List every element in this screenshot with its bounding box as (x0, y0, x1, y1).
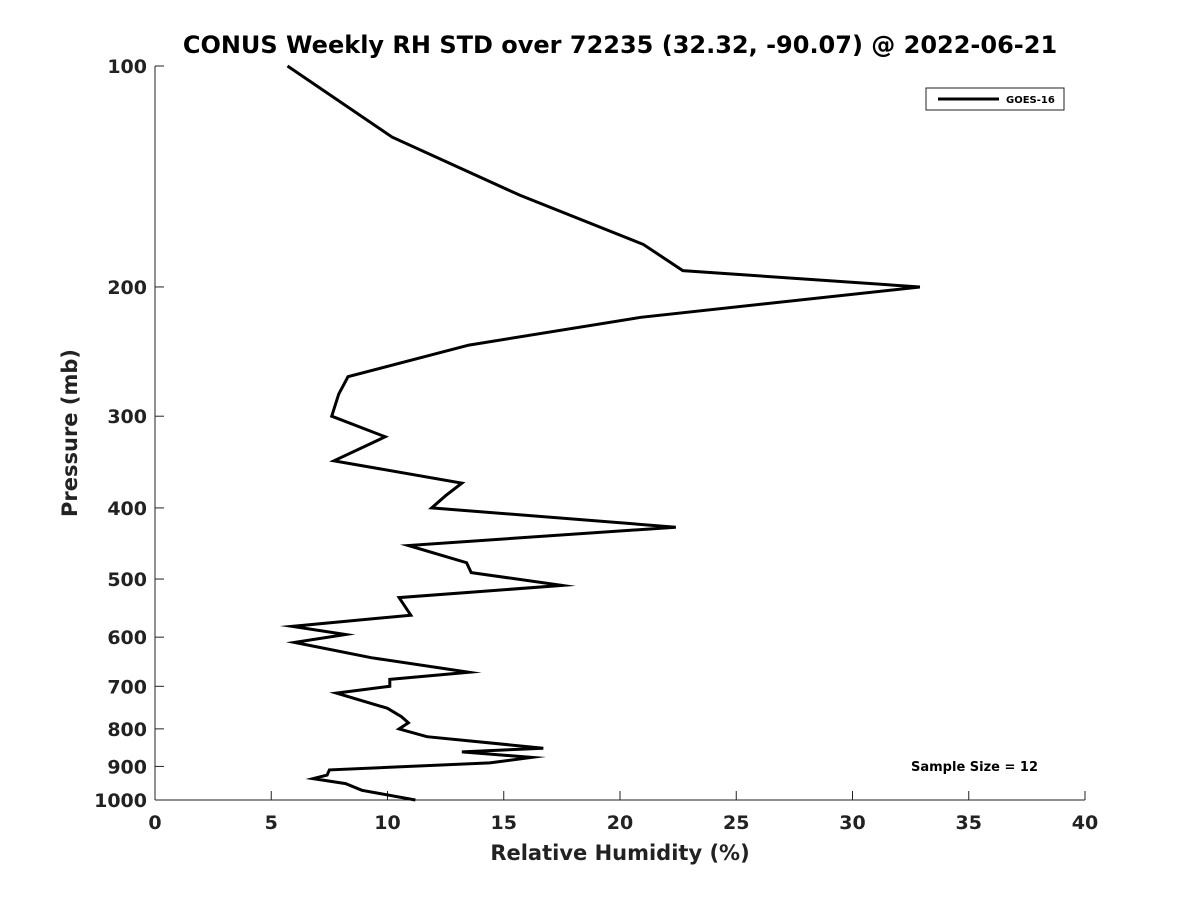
y-tick-label: 200 (107, 277, 147, 299)
x-tick-label: 5 (265, 812, 278, 834)
sample-size-annotation: Sample Size = 12 (911, 760, 1038, 775)
x-tick-label: 30 (839, 812, 865, 834)
y-tick-label: 700 (107, 676, 147, 698)
y-ticks: 100 200 300 400 500 600 700 800 900 1000 (94, 56, 164, 812)
series-group (279, 64, 921, 802)
x-ticks: 0 5 10 15 20 25 30 35 40 (148, 791, 1098, 834)
y-axis-label: Pressure (mb) (58, 349, 82, 517)
x-tick-label: 35 (956, 812, 982, 834)
x-tick-label: 0 (148, 812, 161, 834)
x-tick-label: 25 (723, 812, 749, 834)
x-axis-label: Relative Humidity (%) (490, 841, 749, 865)
y-tick-label: 400 (107, 498, 147, 520)
y-tick-label: 600 (107, 627, 147, 649)
y-tick-label: 1000 (94, 790, 147, 812)
y-tick-label: 100 (107, 56, 147, 78)
x-tick-label: 10 (374, 812, 400, 834)
y-tick-label: 300 (107, 406, 147, 428)
x-tick-label: 40 (1072, 812, 1098, 834)
y-tick-label: 500 (107, 569, 147, 591)
chart-title: CONUS Weekly RH STD over 72235 (32.32, -… (183, 31, 1057, 59)
x-tick-label: 15 (491, 812, 517, 834)
legend: GOES-16 (925, 87, 1065, 111)
legend-label-goes-16: GOES-16 (1006, 95, 1055, 106)
x-tick-label: 20 (607, 812, 633, 834)
y-tick-label: 900 (107, 756, 147, 778)
series-line-goes-16 (279, 64, 921, 802)
y-tick-label: 800 (107, 719, 147, 741)
